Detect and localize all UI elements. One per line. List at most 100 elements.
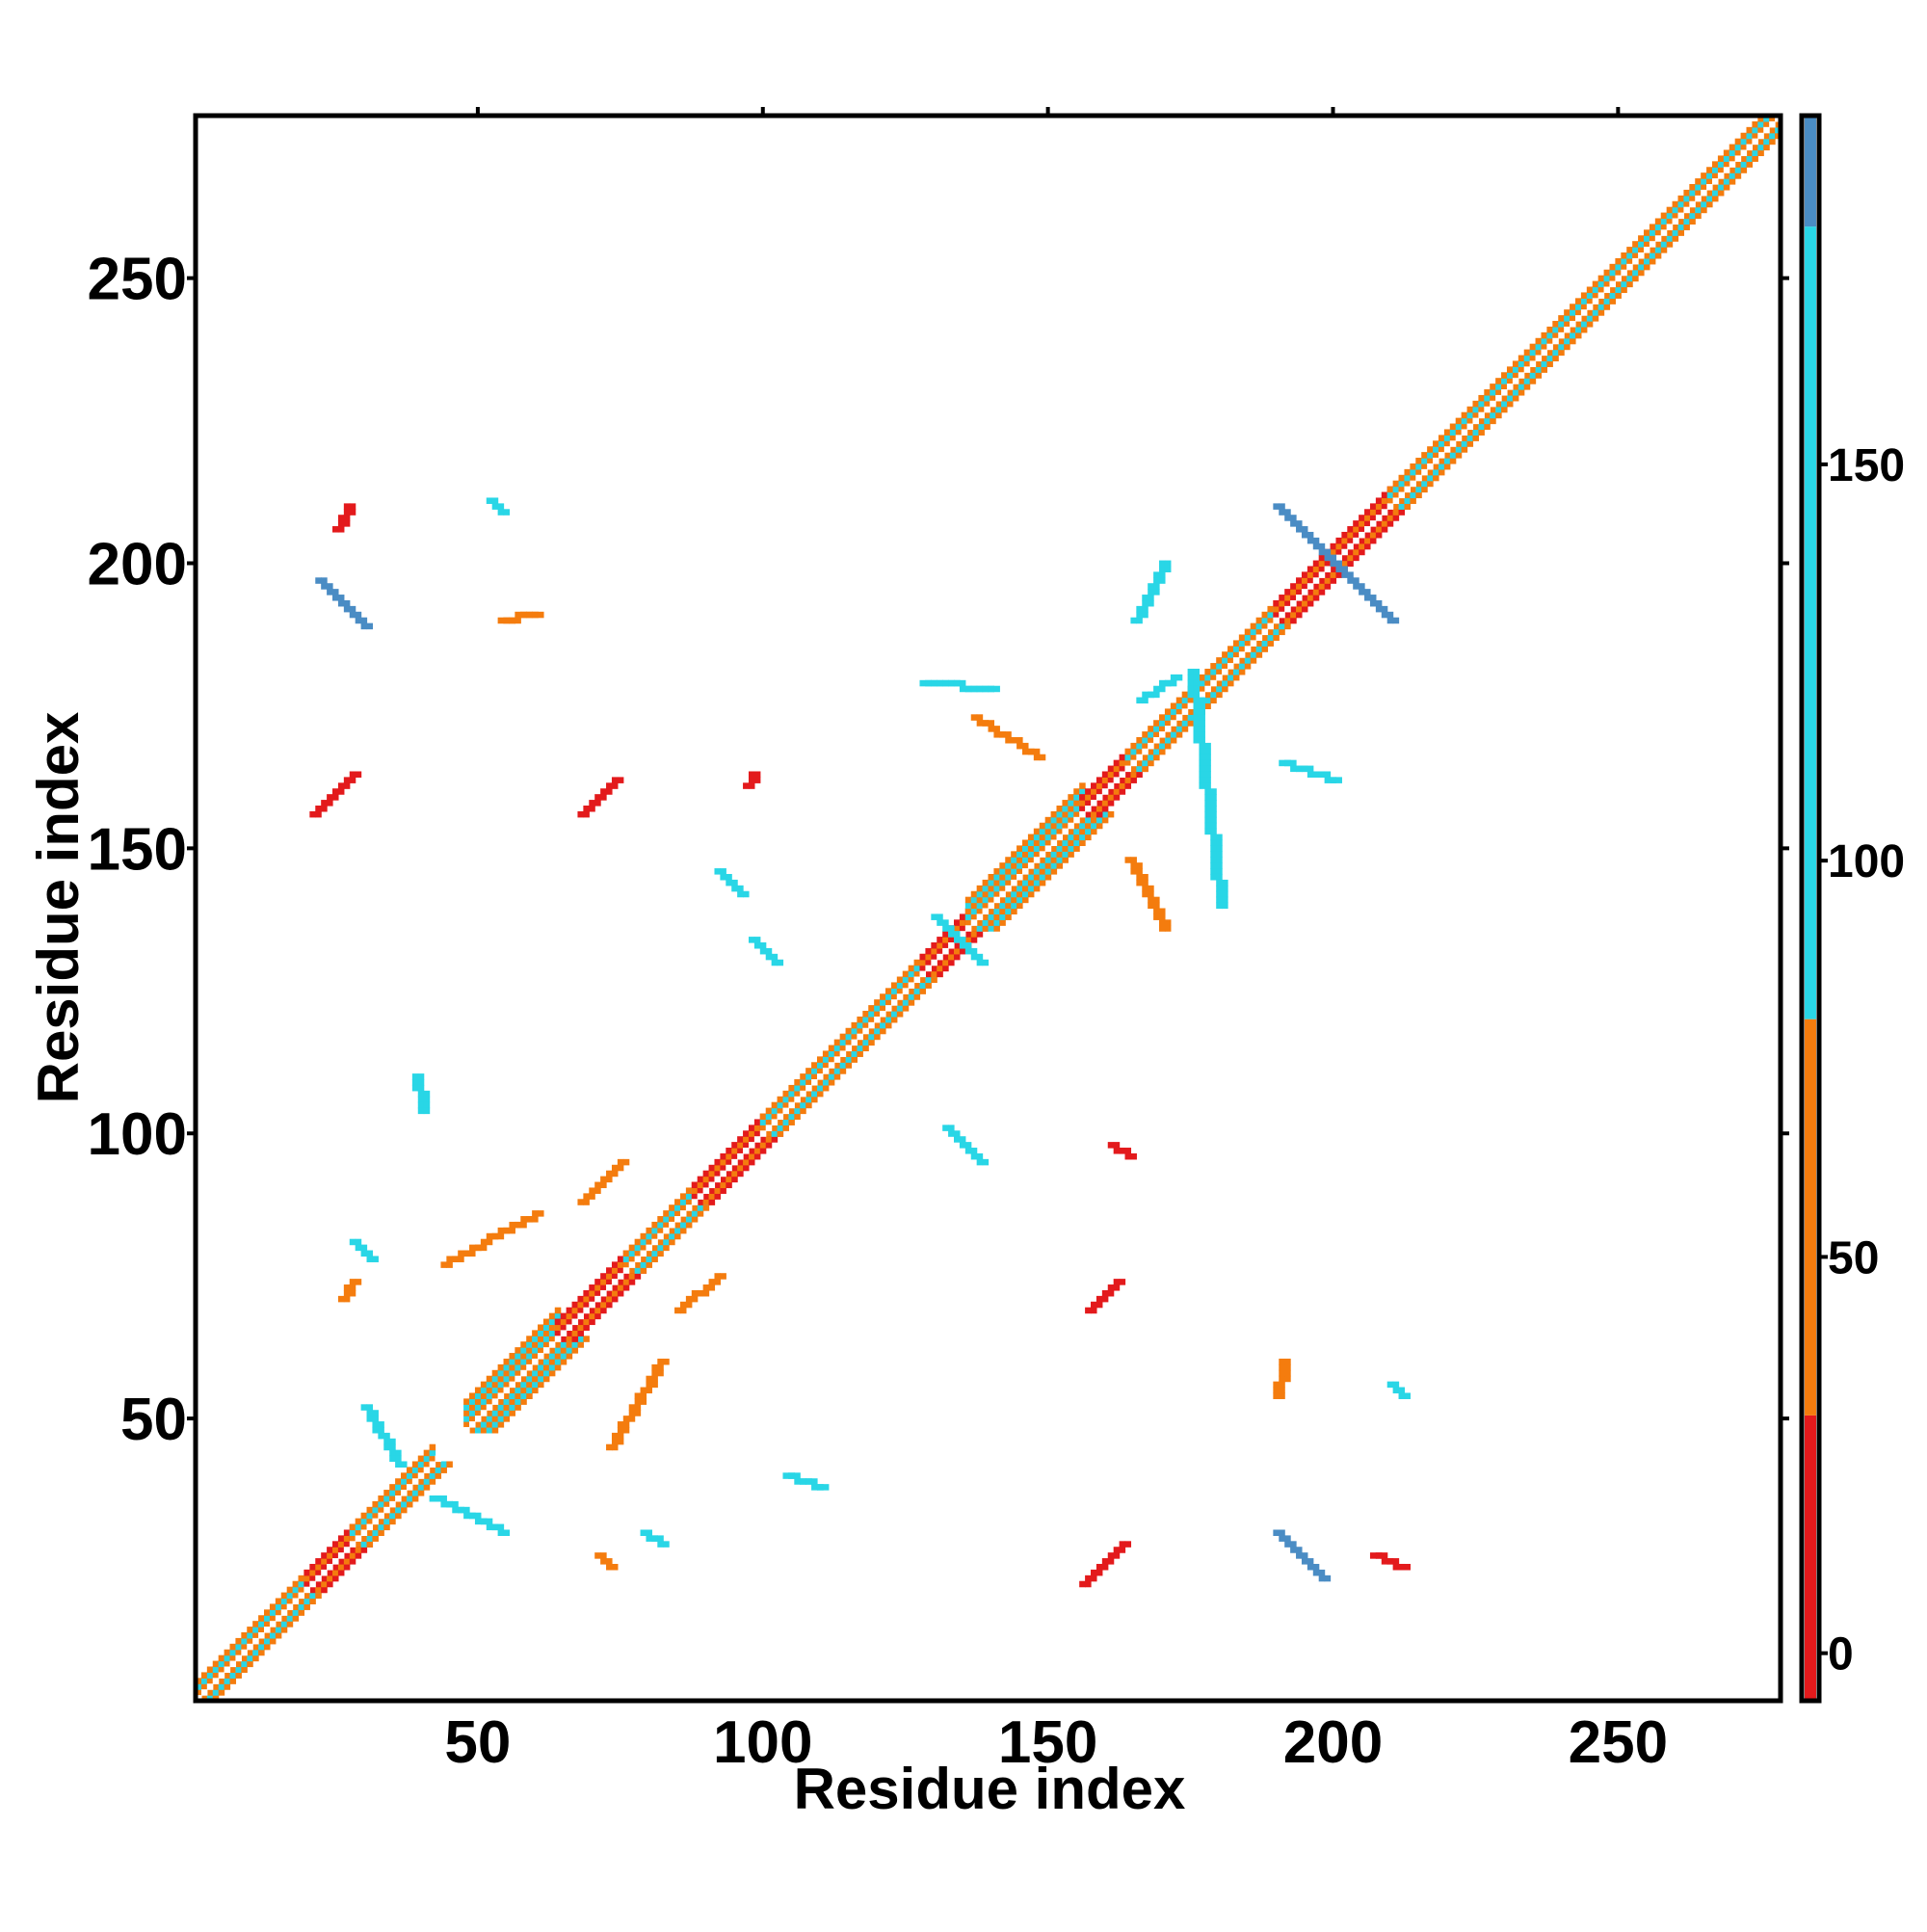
- contact-cell: [1415, 480, 1422, 488]
- contact-cell: [1455, 435, 1463, 441]
- contact-cell: [1222, 657, 1228, 664]
- contact-cell: [679, 1307, 687, 1314]
- contact-cell: [560, 1336, 568, 1342]
- contact-cell: [862, 1039, 869, 1046]
- contact-cell: [1085, 788, 1092, 795]
- contact-cell: [480, 1238, 488, 1246]
- contact-cell: [1273, 503, 1280, 510]
- contact-cell: [748, 1136, 755, 1143]
- contact-cell: [771, 959, 779, 966]
- contact-cell: [1626, 263, 1633, 271]
- contact-cell: [1466, 423, 1474, 431]
- contact-cell: [942, 679, 949, 687]
- contact-cell: [469, 1410, 476, 1416]
- contact-cell: [1353, 531, 1359, 539]
- contact-cell: [982, 925, 990, 932]
- contact-cell: [896, 1011, 904, 1018]
- contact-cell: [1091, 1575, 1097, 1582]
- contact-cell: [925, 953, 932, 961]
- contact-cell: [355, 1238, 362, 1246]
- contact-cell: [355, 611, 362, 619]
- contact-cell: [948, 925, 955, 932]
- contact-cell: [360, 617, 368, 624]
- contact-cell: [1307, 577, 1314, 584]
- contact-cell: [970, 1152, 978, 1160]
- contact-cell: [337, 515, 345, 521]
- contact-cell: [794, 1101, 801, 1109]
- contact-cell: [349, 1289, 356, 1297]
- contact-cell: [1558, 337, 1565, 345]
- contact-cell: [937, 679, 943, 687]
- contact-cell: [1022, 896, 1029, 904]
- contact-cell: [554, 1353, 562, 1360]
- contact-cell: [526, 1369, 533, 1377]
- contact-cell: [1016, 742, 1023, 750]
- contact-cell: [925, 947, 932, 955]
- contact-cell: [788, 1113, 795, 1121]
- contact-cell: [1159, 685, 1166, 693]
- contact-cell: [321, 583, 328, 590]
- contact-cell: [1312, 560, 1320, 568]
- contact-cell: [931, 913, 937, 920]
- contact-cell: [714, 1187, 721, 1194]
- contact-cell: [1148, 589, 1154, 595]
- contact-cell: [1091, 822, 1097, 830]
- contact-cell: [1142, 736, 1148, 744]
- contact-cell: [395, 1500, 402, 1508]
- contact-cell: [1164, 726, 1172, 732]
- contact-cell: [1284, 595, 1291, 601]
- contact-cell: [1632, 247, 1639, 253]
- contact-cell: [1392, 491, 1400, 499]
- contact-cell: [1068, 851, 1074, 858]
- contact-cell: [868, 1021, 875, 1029]
- contact-cell: [1056, 822, 1064, 830]
- contact-cell: [1136, 862, 1143, 869]
- contact-cell: [1615, 275, 1622, 282]
- contact-cell: [1427, 463, 1434, 470]
- contact-cell: [782, 1119, 789, 1125]
- contact-cell: [1307, 531, 1314, 539]
- contact-cell: [1216, 879, 1223, 887]
- contact-cell: [1324, 583, 1332, 590]
- contact-cell: [908, 988, 915, 994]
- contact-cell: [1153, 731, 1160, 738]
- contact-cell: [1050, 857, 1058, 863]
- contact-cell: [993, 890, 1000, 898]
- contact-cell: [520, 1341, 527, 1348]
- contact-cell: [474, 1518, 482, 1525]
- contact-cell: [269, 1631, 277, 1639]
- contact-cell: [1386, 611, 1394, 619]
- contact-cell: [828, 1045, 835, 1052]
- contact-cell: [1279, 1381, 1285, 1389]
- contact-cell: [1597, 298, 1605, 304]
- contact-cell: [1580, 326, 1588, 333]
- contact-cell: [252, 1631, 259, 1639]
- contact-cell: [794, 1107, 801, 1115]
- contact-cell: [811, 1073, 818, 1080]
- contact-cell: [1261, 646, 1269, 652]
- contact-cell: [1016, 879, 1023, 887]
- contact-cell: [1136, 873, 1143, 881]
- contact-cell: [970, 919, 978, 926]
- contact-cell: [1095, 810, 1103, 818]
- contact-cell: [1353, 554, 1359, 562]
- contact-cell: [515, 1369, 521, 1377]
- contact-cell: [931, 959, 937, 966]
- contact-cell: [1312, 1569, 1320, 1576]
- contact-cell: [1335, 777, 1342, 783]
- contact-cell: [486, 1238, 493, 1246]
- contact-cell: [708, 1279, 716, 1285]
- contact-cell: [857, 1021, 863, 1029]
- contact-cell: [959, 685, 966, 693]
- contact-cell: [423, 1472, 431, 1479]
- contact-cell: [1438, 463, 1445, 470]
- contact-cell: [1609, 286, 1616, 294]
- contact-cell: [600, 1558, 607, 1565]
- contact-cell: [1615, 263, 1622, 271]
- contact-cell: [1369, 537, 1377, 544]
- contact-cell: [1232, 657, 1240, 664]
- contact-cell: [258, 1637, 265, 1645]
- contact-cell: [663, 1232, 670, 1240]
- contact-cell: [440, 1461, 447, 1468]
